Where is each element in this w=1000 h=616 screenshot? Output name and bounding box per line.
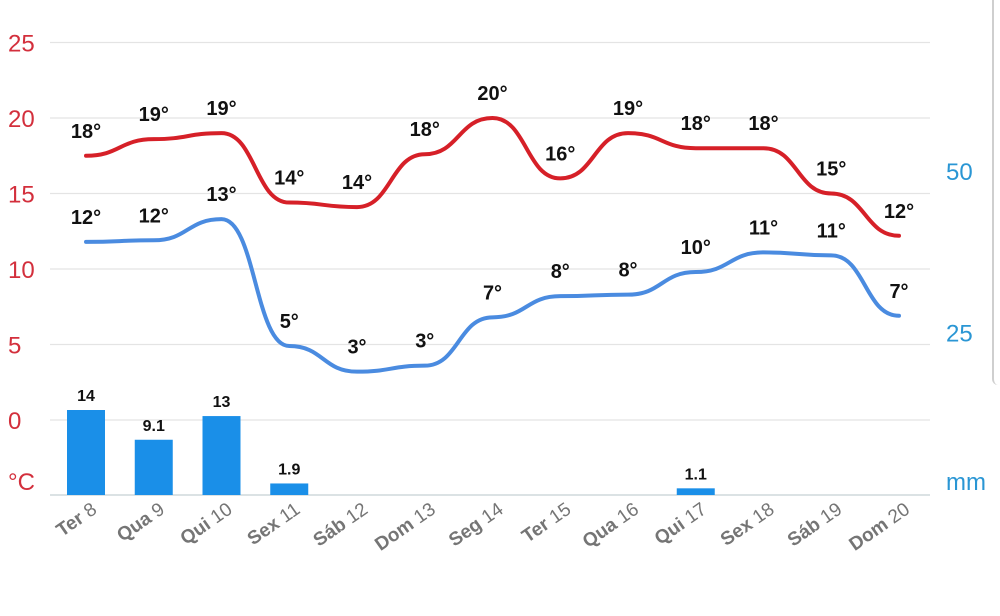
max-temp-label: 18° xyxy=(748,113,778,135)
precip-label: 1.1 xyxy=(685,466,707,483)
max-temp-label: 15° xyxy=(816,159,846,181)
max-temp-label: 14° xyxy=(274,168,304,190)
x-tick-label: Qua 16 xyxy=(579,499,643,553)
y-tick-left: 10 xyxy=(8,257,35,284)
min-temp-label: 10° xyxy=(681,237,711,259)
max-temp-label: 12° xyxy=(884,201,914,223)
y-tick-left: 25 xyxy=(8,31,35,58)
max-temp-label: 14° xyxy=(342,172,372,194)
y-tick-right: 25 xyxy=(946,320,973,347)
x-tick-label: Qui 17 xyxy=(651,499,711,550)
scroll-edge xyxy=(992,0,1000,385)
x-tick-label: Qui 10 xyxy=(177,499,237,550)
min-temp-label: 12° xyxy=(139,205,169,227)
x-tick-label: Qua 9 xyxy=(113,499,168,546)
precip-label: 14 xyxy=(77,388,95,405)
min-temp-label: 7° xyxy=(889,281,908,303)
y-tick-right: 50 xyxy=(946,159,973,186)
y-tick-left: 15 xyxy=(8,182,35,209)
precipitation-bars xyxy=(67,410,715,495)
precip-bar xyxy=(676,488,715,495)
max-temp-line xyxy=(84,115,901,238)
x-tick-label: Sex 11 xyxy=(244,499,304,550)
min-temp-label: 3° xyxy=(415,331,434,353)
max-temp-label: 16° xyxy=(545,143,575,165)
precip-label: 13 xyxy=(213,394,231,411)
x-tick-label: Sáb 12 xyxy=(310,499,372,551)
min-temp-label: 11° xyxy=(749,217,778,239)
x-tick-label: Seg 14 xyxy=(445,499,508,552)
max-temp-label: 18° xyxy=(410,119,440,141)
x-tick-label: Dom 20 xyxy=(846,499,914,556)
min-temp-label: 5° xyxy=(280,311,299,333)
precip-label: 1.9 xyxy=(278,461,300,478)
max-temp-label: 19° xyxy=(206,98,236,120)
precip-bar xyxy=(67,410,105,495)
x-tick-label: Sex 18 xyxy=(717,499,778,551)
precip-bar xyxy=(202,416,241,495)
precip-label: 9.1 xyxy=(143,418,165,435)
max-temp-label: 19° xyxy=(613,98,643,120)
min-temp-label: 11° xyxy=(817,220,846,242)
grid-lines xyxy=(50,41,930,496)
max-temp-label: 18° xyxy=(681,113,711,135)
y-axis-unit-left: °C xyxy=(8,469,35,496)
data-labels: 18° 19° 19° 14° 14° 18° 20° 16° 19° 18° 18° 15° 12° 1… xyxy=(71,83,914,483)
min-temp-label: 12° xyxy=(71,207,101,229)
max-temp-label: 19° xyxy=(139,104,169,126)
precip-bar xyxy=(134,439,173,495)
min-temp-label: 7° xyxy=(483,282,502,304)
temperature-lines xyxy=(84,115,901,374)
x-tick-label: Dom 13 xyxy=(371,499,439,556)
x-tick-label: Ter 8 xyxy=(53,499,101,541)
precip-bar xyxy=(270,483,309,495)
min-temp-label: 8° xyxy=(551,261,570,283)
y-tick-left: 20 xyxy=(8,106,35,133)
y-tick-left: 5 xyxy=(8,333,21,360)
min-temp-label: 3° xyxy=(347,337,366,359)
x-tick-label: Sáb 19 xyxy=(784,499,846,551)
min-temp-label: 13° xyxy=(206,184,236,206)
y-tick-left: 0 xyxy=(8,408,21,435)
y-axis-unit-right: mm xyxy=(946,469,986,496)
max-temp-label: 18° xyxy=(71,121,101,143)
x-tick-label: Ter 15 xyxy=(518,499,575,548)
min-temp-label: 8° xyxy=(618,260,637,282)
max-temp-label: 20° xyxy=(477,83,507,105)
